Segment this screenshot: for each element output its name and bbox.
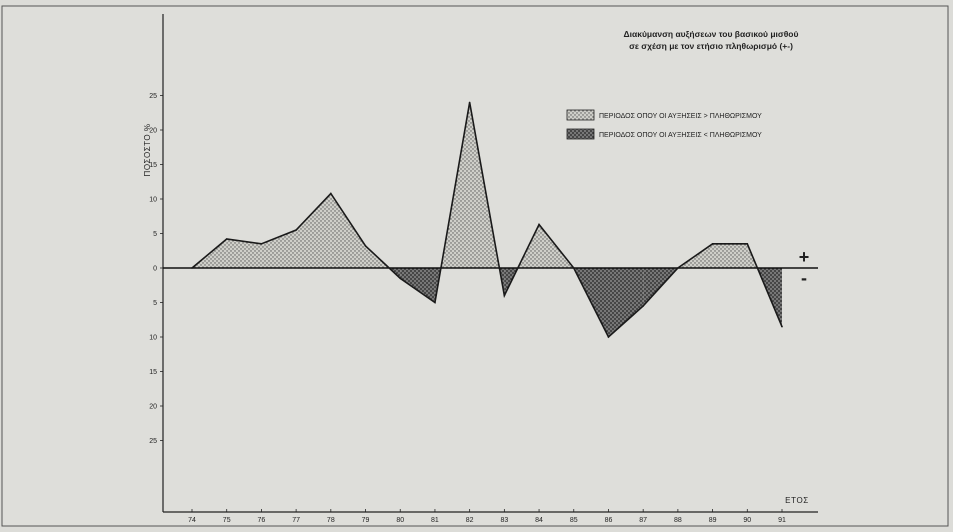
area-positive	[226, 239, 262, 268]
area-positive	[261, 230, 297, 268]
legend-label-positive: ΠΕΡΙΟΔΟΣ ΟΠΟΥ ΟΙ ΑΥΞΗΣΕΙΣ > ΠΛΗΘΩΡΙΣΜΟΥ	[599, 113, 762, 120]
x-tick-label: 91	[778, 517, 786, 524]
y-tick-label: 10	[149, 335, 157, 342]
x-tick-label: 82	[466, 517, 474, 524]
x-tick-label: 81	[431, 517, 439, 524]
y-axis-label: ΠΟΣΟΣΤΟ %	[143, 124, 152, 177]
chart-title-line2: σε σχέση με τον ετήσιο πληθωρισμό (+-)	[629, 41, 793, 51]
x-tick-label: 87	[639, 517, 647, 524]
y-tick-label: 10	[149, 197, 157, 204]
x-tick-label: 77	[292, 517, 300, 524]
y-tick-label: 25	[149, 438, 157, 445]
x-tick-label: 80	[396, 517, 404, 524]
y-tick-label: 25	[149, 93, 157, 100]
x-tick-label: 74	[188, 517, 196, 524]
x-tick-label: 90	[743, 517, 751, 524]
area-positive	[296, 193, 331, 268]
x-tick-label: 78	[327, 517, 335, 524]
chart-title-line1: Διακύμανση αυξήσεων του βασικού μισθού	[624, 29, 799, 39]
x-tick-label: 76	[258, 517, 266, 524]
x-tick-label: 85	[570, 517, 578, 524]
y-tick-label: 20	[149, 128, 157, 135]
y-tick-label: 15	[149, 369, 157, 376]
series-line	[191, 102, 783, 339]
plus-sign: +	[799, 247, 810, 267]
y-tick-label: 20	[149, 404, 157, 411]
minus-sign: -	[801, 268, 807, 288]
y-tick-label: 15	[149, 162, 157, 169]
area-negative	[400, 268, 435, 303]
legend: ΠΕΡΙΟΔΟΣ ΟΠΟΥ ΟΙ ΑΥΞΗΣΕΙΣ > ΠΛΗΘΩΡΙΣΜΟΥ …	[566, 109, 762, 140]
x-tick-label: 86	[605, 517, 613, 524]
legend-swatch-negative	[566, 128, 595, 140]
legend-swatch-positive	[566, 109, 595, 121]
x-tick-label: 88	[674, 517, 682, 524]
x-tick-label: 79	[362, 517, 370, 524]
area-positive	[330, 193, 366, 268]
x-tick-label: 89	[709, 517, 717, 524]
y-ticks: 25 20 15 10 5 0 5 10 15 20 25	[149, 93, 163, 445]
area-negative	[608, 268, 644, 337]
area-positive	[712, 243, 748, 268]
legend-label-negative: ΠΕΡΙΟΔΟΣ ΟΠΟΥ ΟΙ ΑΥΞΗΣΕΙΣ < ΠΛΗΘΩΡΙΣΜΟΥ	[599, 132, 762, 139]
x-ticks: 74 75 76 77 78 79 80 81 82 83 84 85 86 87 88 89 90 91	[188, 509, 786, 524]
y-tick-label: 5	[153, 300, 157, 307]
y-tick-label: 0	[153, 266, 157, 273]
x-tick-label: 83	[500, 517, 508, 524]
x-tick-label: 84	[535, 517, 543, 524]
x-tick-label: 75	[223, 517, 231, 524]
y-tick-label: 5	[153, 231, 157, 238]
x-axis-label: ΕΤΟΣ	[785, 496, 809, 505]
